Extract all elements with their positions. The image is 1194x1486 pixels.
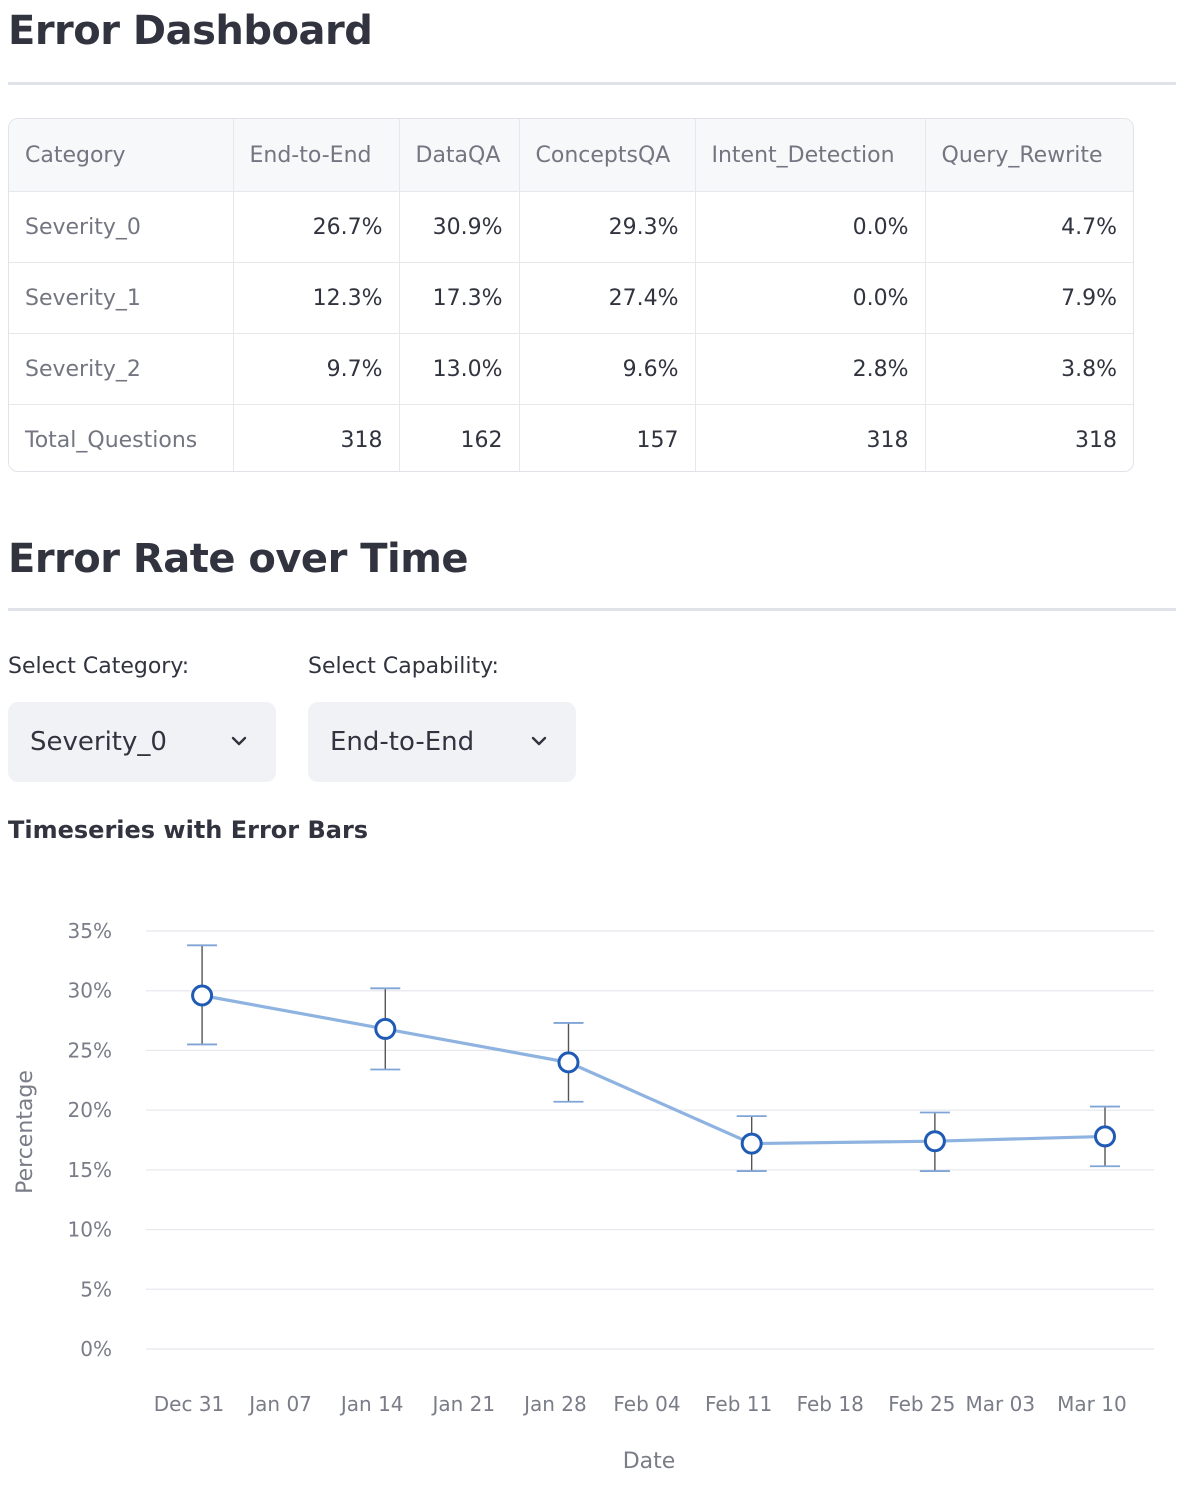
table-cell: 17.3% [399, 262, 520, 334]
row-header: Severity_1 [9, 262, 234, 334]
chevron-down-icon [531, 736, 547, 746]
table-cell: 157 [519, 404, 696, 471]
table-row: Severity_1 12.3% 17.3% 27.4% 0.0% 7.9% [9, 262, 1133, 334]
table-cell: 318 [695, 404, 926, 471]
chart-title: Timeseries with Error Bars [8, 816, 369, 844]
data-point[interactable] [374, 1017, 397, 1040]
table-cell: 30.9% [399, 191, 520, 263]
table-cell: 26.7% [233, 191, 400, 263]
divider [8, 608, 1176, 611]
x-axis-label: Date [623, 1449, 676, 1474]
x-tick-label: Jan 14 [339, 1392, 404, 1416]
y-tick-label: 35% [68, 919, 112, 943]
data-point[interactable] [557, 1051, 580, 1074]
table-row: Severity_0 26.7% 30.9% 29.3% 0.0% 4.7% [9, 191, 1133, 263]
x-tick-label: Jan 21 [430, 1392, 495, 1416]
y-tick-label: 30% [68, 979, 112, 1003]
table-row: Severity_2 9.7% 13.0% 9.6% 2.8% 3.8% [9, 333, 1133, 405]
timeseries-chart: 0% 5% 10% 15% 20% 25% 30% 35% Dec 31 Jan 07 Jan 1… [13, 919, 1154, 1474]
table-cell: 4.7% [925, 191, 1133, 263]
table-row: Total_Questions 318 162 157 318 318 [9, 404, 1133, 471]
capability-select-label: Select Capability: [308, 654, 499, 679]
y-tick-label: 10% [68, 1218, 112, 1242]
table-cell: 9.6% [519, 333, 696, 405]
y-tick-label: 0% [80, 1337, 112, 1361]
section-title: Error Rate over Time [8, 536, 469, 582]
table-cell: 3.8% [925, 333, 1133, 405]
y-axis-label: Percentage [13, 1070, 38, 1194]
column-header[interactable]: End-to-End [233, 119, 400, 192]
table-cell: 27.4% [519, 262, 696, 334]
table-cell: 318 [1075, 427, 1117, 453]
table-cell: 318 [233, 404, 400, 471]
series-line [201, 993, 1106, 1146]
y-tick-label: 20% [68, 1098, 112, 1122]
table-header-row: Category End-to-End DataQA ConceptsQA In… [9, 119, 1133, 192]
data-point[interactable] [923, 1130, 946, 1153]
table-cell: 7.9% [925, 262, 1133, 334]
error-table: Category End-to-End DataQA ConceptsQA In… [8, 118, 1134, 472]
capability-select-value: End-to-End [330, 727, 475, 757]
page-title: Error Dashboard [8, 8, 373, 54]
table-cell: 0.0% [695, 262, 926, 334]
table-cell: 29.3% [519, 191, 696, 263]
table-cell: 12.3% [233, 262, 400, 334]
column-header[interactable]: Category [9, 119, 234, 192]
divider [8, 82, 1176, 85]
table-cell: 9.7% [233, 333, 400, 405]
row-header: Severity_0 [9, 191, 234, 263]
category-select-label: Select Category: [8, 654, 190, 679]
x-tick-label: Mar 10 [1057, 1392, 1127, 1416]
data-point[interactable] [1094, 1125, 1116, 1148]
column-header[interactable]: Intent_Detection [695, 119, 926, 192]
x-tick-label: Feb 18 [797, 1392, 864, 1416]
x-tick-label: Feb 04 [613, 1392, 680, 1416]
x-tick-label: Mar 03 [966, 1392, 1036, 1416]
table-cell: 2.8% [695, 333, 926, 405]
column-header[interactable]: Query_Rewrite [925, 119, 1133, 192]
column-header[interactable]: ConceptsQA [519, 119, 696, 192]
x-tick-label: Jan 28 [522, 1392, 587, 1416]
column-header[interactable]: DataQA [399, 119, 520, 192]
category-select-value: Severity_0 [30, 727, 167, 757]
y-tick-label: 25% [68, 1038, 112, 1062]
data-point[interactable] [191, 984, 214, 1007]
x-tick-label: Feb 11 [705, 1392, 772, 1416]
row-header: Severity_2 [9, 333, 234, 405]
y-tick-label: 15% [68, 1158, 112, 1182]
x-tick-label: Feb 25 [888, 1392, 955, 1416]
y-tick-label: 5% [80, 1277, 112, 1301]
category-select[interactable]: Severity_0 [8, 702, 276, 782]
table-cell: 0.0% [695, 191, 926, 263]
table-cell: 13.0% [399, 333, 520, 405]
data-point[interactable] [740, 1132, 763, 1155]
table-cell: 162 [399, 404, 520, 471]
row-header: Total_Questions [9, 404, 234, 471]
x-tick-label: Dec 31 [154, 1392, 225, 1416]
chevron-down-icon [231, 736, 247, 746]
x-tick-label: Jan 07 [247, 1392, 312, 1416]
capability-select[interactable]: End-to-End [308, 702, 576, 782]
